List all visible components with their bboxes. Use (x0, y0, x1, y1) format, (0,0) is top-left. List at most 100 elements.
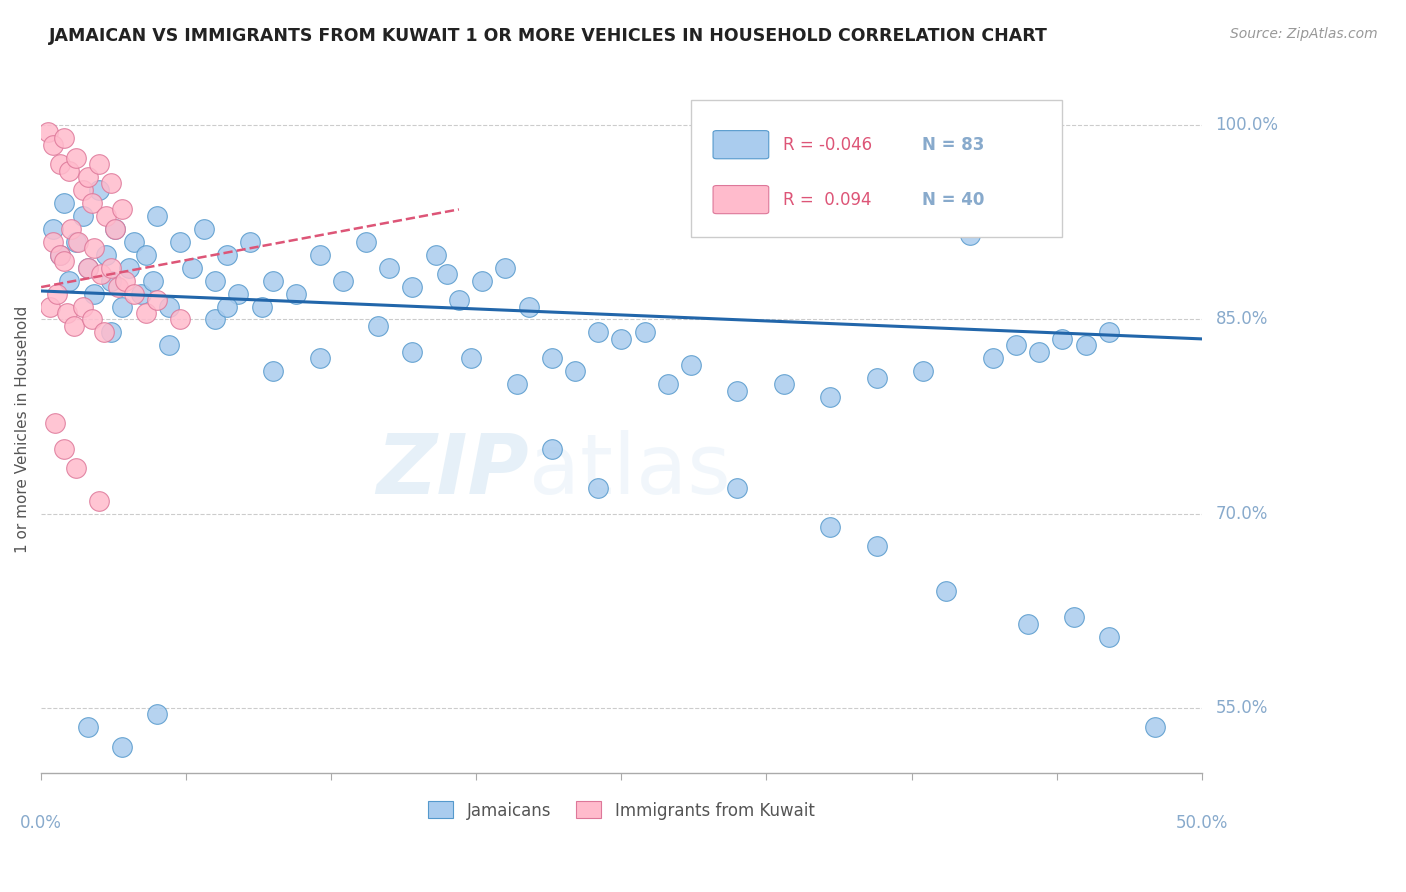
Point (100, 274, 122, 288)
Legend: Jamaicans, Immigrants from Kuwait: Jamaicans, Immigrants from Kuwait (422, 795, 821, 826)
Point (564, 364, 586, 378)
Point (90, 267, 112, 281)
Point (633, 326, 655, 340)
Text: R = -0.046: R = -0.046 (783, 136, 872, 153)
Point (135, 306, 157, 320)
Text: JAMAICAN VS IMMIGRANTS FROM KUWAIT 1 OR MORE VEHICLES IN HOUSEHOLD CORRELATION C: JAMAICAN VS IMMIGRANTS FROM KUWAIT 1 OR … (49, 27, 1047, 45)
Point (169, 235, 191, 249)
Text: 100.0%: 100.0% (1216, 116, 1278, 134)
Point (657, 377, 679, 392)
Point (959, 228, 981, 243)
Point (48, 157, 70, 171)
Point (506, 377, 529, 392)
Point (436, 267, 458, 281)
Text: 0.0%: 0.0% (20, 814, 62, 832)
Point (250, 300, 273, 314)
Point (55, 306, 77, 320)
Point (122, 286, 145, 301)
Point (118, 260, 141, 275)
Text: atlas: atlas (529, 430, 730, 511)
Text: ZIP: ZIP (375, 430, 529, 511)
Point (460, 351, 482, 366)
Y-axis label: 1 or more Vehicles in Household: 1 or more Vehicles in Household (15, 306, 30, 553)
Point (89, 157, 111, 171)
Point (586, 481, 609, 495)
Point (65, 151, 87, 165)
Point (65, 235, 87, 249)
Point (146, 209, 169, 223)
Point (83, 241, 105, 255)
Point (46, 286, 69, 301)
Point (285, 286, 308, 301)
Point (586, 326, 609, 340)
Point (104, 222, 127, 236)
Point (53, 195, 76, 210)
Point (610, 332, 633, 346)
FancyBboxPatch shape (713, 130, 769, 159)
Point (679, 358, 702, 372)
Point (308, 351, 330, 366)
Point (129, 286, 152, 301)
Text: 85.0%: 85.0% (1216, 310, 1268, 328)
Point (76, 260, 98, 275)
Text: R =  0.094: R = 0.094 (783, 191, 872, 209)
Point (94, 209, 117, 223)
Text: 70.0%: 70.0% (1216, 505, 1268, 523)
Point (141, 274, 163, 288)
Point (76, 720, 98, 734)
Point (1028, 344, 1050, 359)
Point (157, 300, 180, 314)
Point (367, 318, 389, 333)
Point (100, 177, 122, 191)
Point (228, 286, 250, 301)
Point (204, 274, 226, 288)
FancyBboxPatch shape (690, 100, 1063, 237)
Text: 50.0%: 50.0% (1175, 814, 1227, 832)
Point (65, 461, 87, 475)
Point (104, 222, 127, 236)
Point (1017, 616, 1039, 631)
Point (76, 169, 98, 184)
Point (58, 163, 80, 178)
Point (111, 300, 134, 314)
Point (135, 248, 157, 262)
Text: Source: ZipAtlas.com: Source: ZipAtlas.com (1230, 27, 1378, 41)
Point (866, 539, 889, 553)
Point (146, 293, 169, 307)
Point (204, 312, 226, 326)
Point (912, 364, 935, 378)
Point (471, 274, 494, 288)
Point (1098, 326, 1121, 340)
Point (193, 222, 215, 236)
Point (820, 519, 842, 533)
Point (378, 260, 401, 275)
Point (67, 235, 90, 249)
Point (772, 377, 794, 392)
Point (100, 326, 122, 340)
Point (89, 183, 111, 197)
Point (725, 384, 748, 398)
Point (48, 248, 70, 262)
Point (517, 300, 540, 314)
Point (1063, 610, 1085, 624)
Point (262, 274, 284, 288)
Point (1144, 720, 1167, 734)
Point (53, 254, 76, 268)
Point (215, 248, 238, 262)
Point (41, 222, 63, 236)
Text: N = 83: N = 83 (922, 136, 984, 153)
Text: 55.0%: 55.0% (1216, 699, 1268, 717)
Point (262, 364, 284, 378)
FancyBboxPatch shape (713, 186, 769, 214)
Point (44, 416, 66, 430)
Text: N = 40: N = 40 (922, 191, 984, 209)
Point (107, 280, 129, 294)
Point (1052, 332, 1074, 346)
Point (83, 286, 105, 301)
Point (53, 442, 76, 456)
Point (58, 274, 80, 288)
Point (41, 137, 63, 152)
Point (111, 202, 134, 217)
Point (494, 260, 516, 275)
Point (401, 344, 423, 359)
